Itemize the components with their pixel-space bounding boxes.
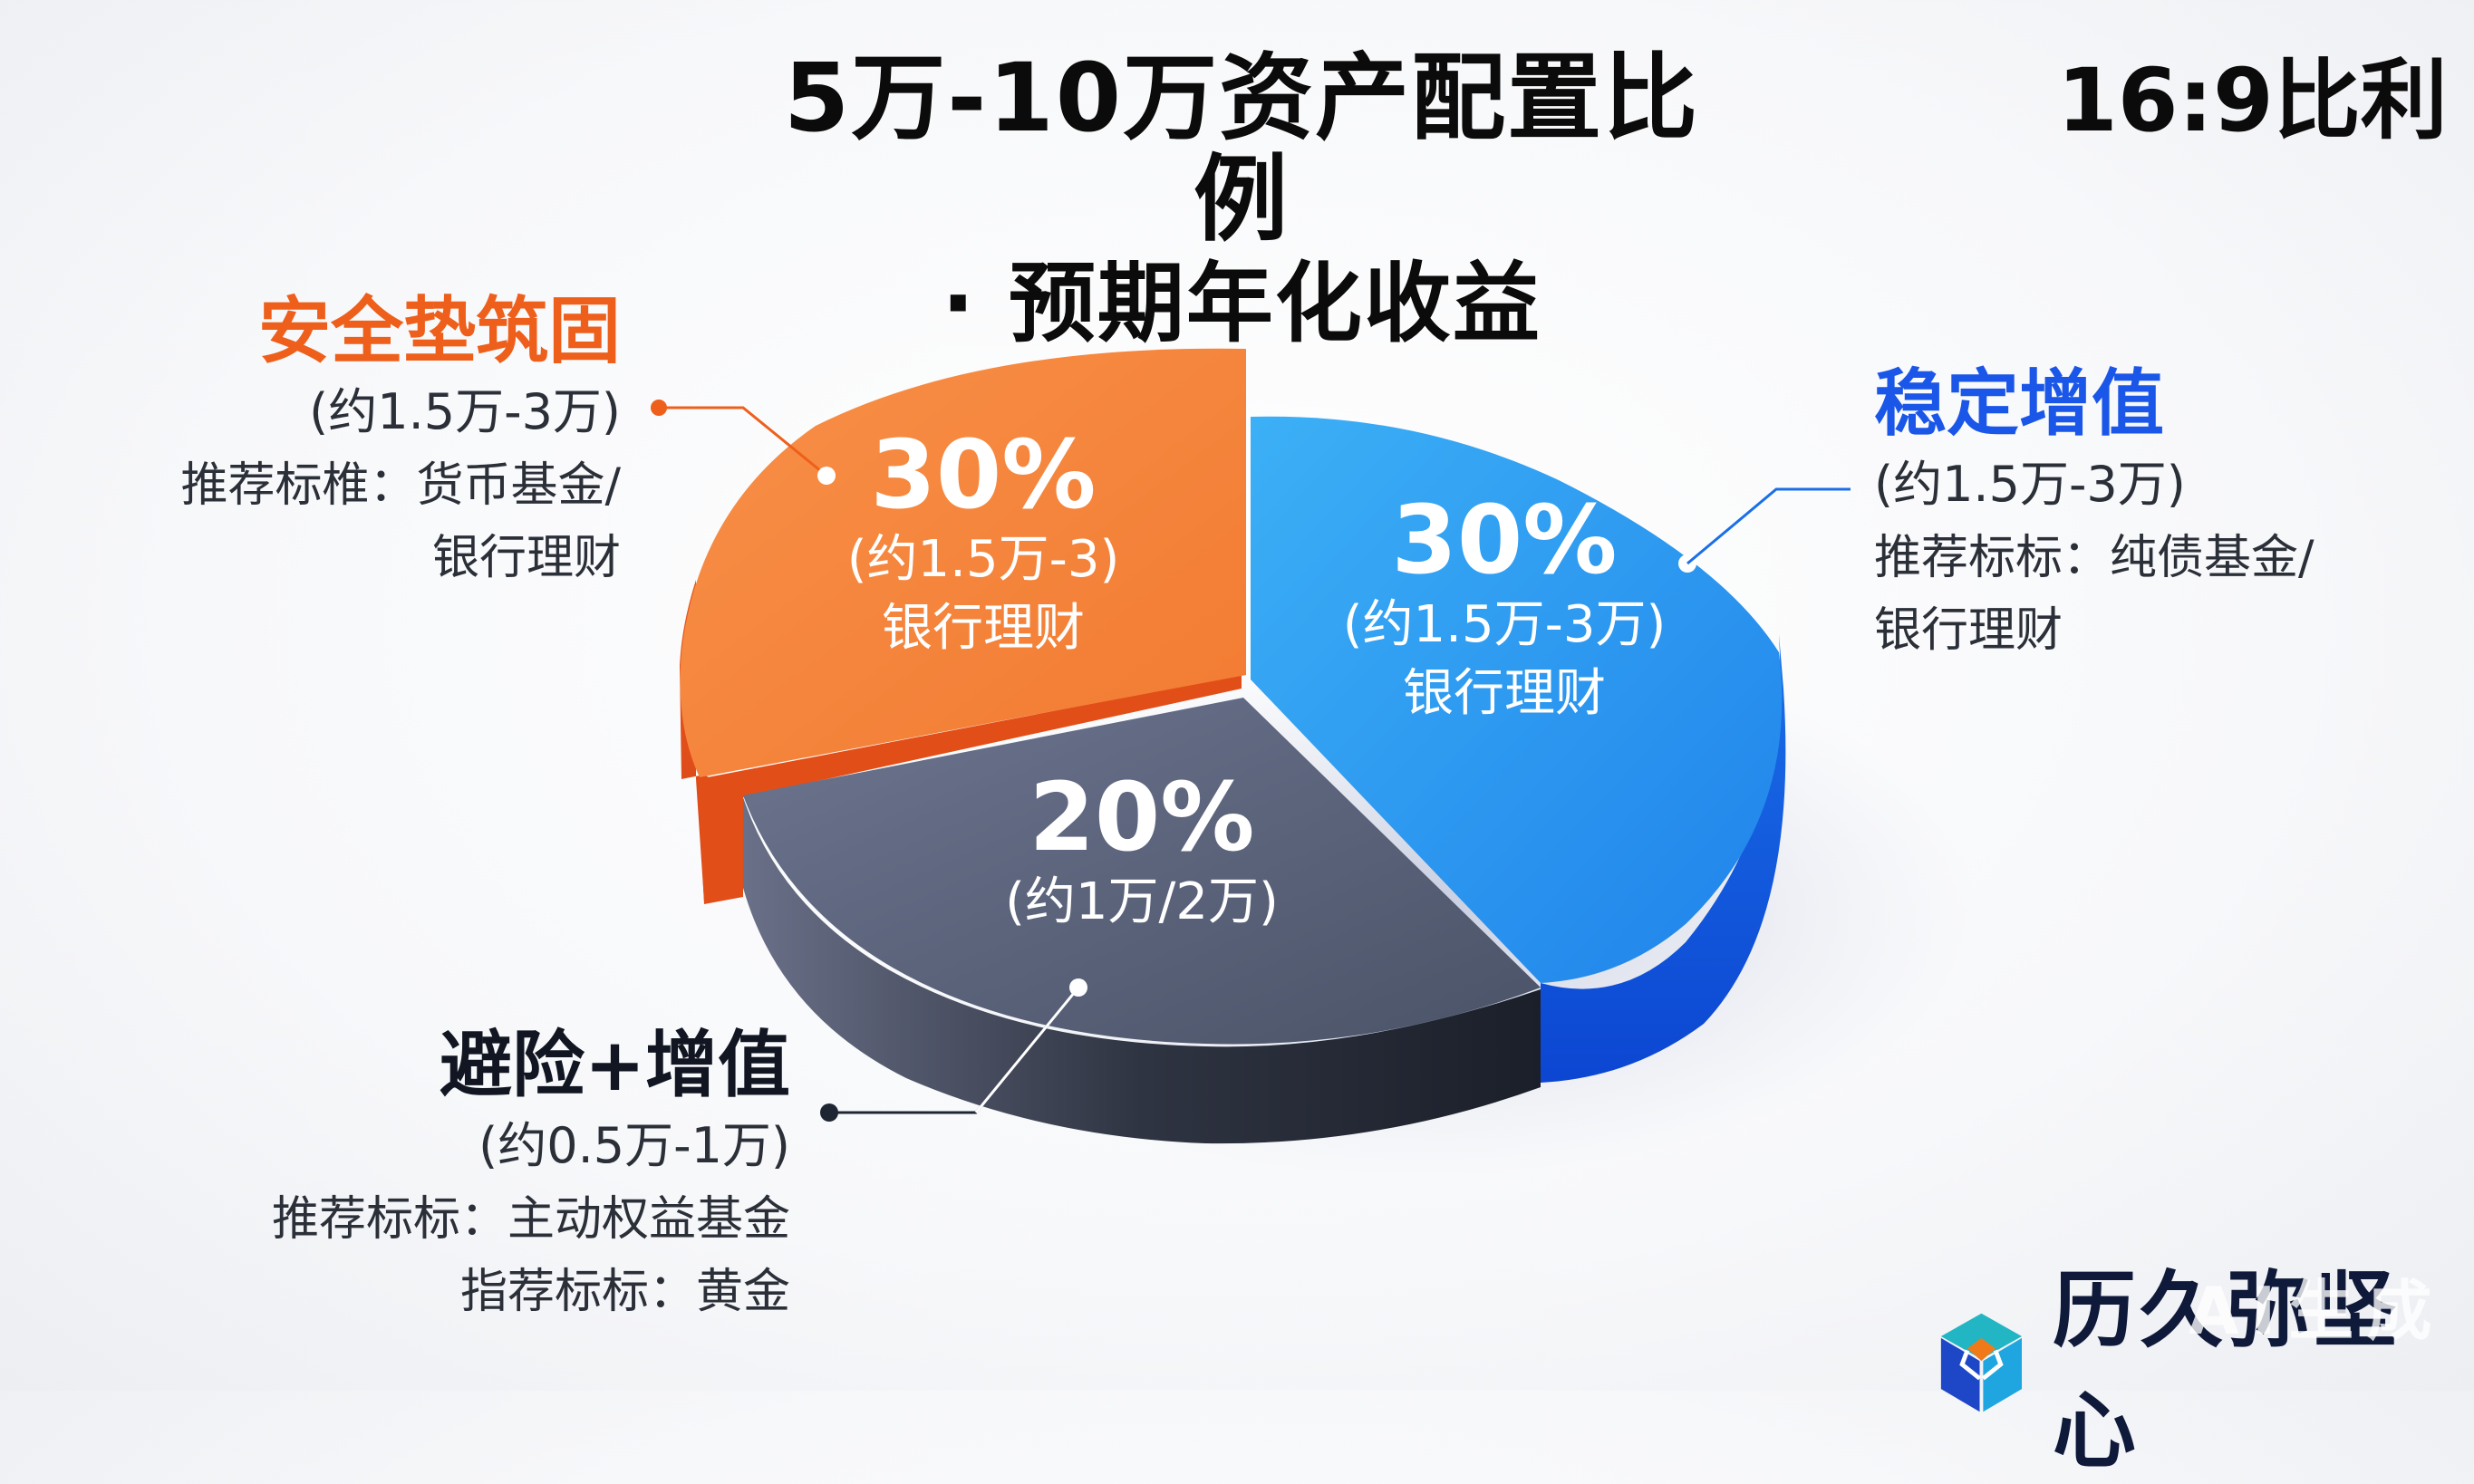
hedge-recommend-2: 指荐标标：黄金 xyxy=(459,1265,790,1319)
orange-leader-line xyxy=(651,400,836,485)
stable-callout: 稳定增值 (约1.5万-3万) 推荐标标：纯债基金/ 银行理财 xyxy=(1874,361,2436,667)
dark-slice xyxy=(743,698,1541,1045)
title-line-2: · 预期年化收益 xyxy=(942,253,1541,354)
dark-slice-percent: 20% xyxy=(1029,762,1255,872)
hexagon-cube-logo-icon xyxy=(1940,1313,2023,1412)
stable-range: (约1.5万-3万) xyxy=(1874,456,2186,513)
orange-slice xyxy=(680,348,1246,777)
dark-slice-side xyxy=(743,797,1541,1144)
brand-name: 历久弥坚心 AI生成 xyxy=(2053,1243,2474,1484)
orange-slice-percent: 30% xyxy=(870,419,1097,530)
brand-logo: 历久弥坚心 AI生成 xyxy=(1938,1243,2474,1484)
orange-slice-note: 银行理财 xyxy=(882,599,1085,658)
safety-recommend-2: 银行理财 xyxy=(431,531,621,585)
blue-slice-label: 30% (约1.5万-3万) 银行理财 xyxy=(1305,489,1704,728)
pie-chart xyxy=(651,348,1976,1178)
blue-slice-note: 银行理财 xyxy=(1403,664,1606,723)
safety-recommend-1: 推荐标椎：货币基金/ xyxy=(180,458,621,513)
hedge-recommend-1: 推荐标标：主动权益基金 xyxy=(271,1192,790,1247)
watermark: AI生成 xyxy=(2188,1273,2445,1349)
page-title: 5万-10万资产配置比例 · 预期年化收益 xyxy=(779,47,1704,357)
blue-slice xyxy=(1251,416,1783,983)
dark-leader-line xyxy=(820,978,1087,1122)
safety-range: (约1.5万-3万) xyxy=(309,383,621,440)
dark-slice-label: 20% (约1万/2万) xyxy=(942,766,1341,937)
stable-recommend-1: 推荐标标：纯债基金/ xyxy=(1874,531,2315,585)
safety-callout: 安全垫筑固 (约1.5万-3万) 推荐标椎：货币基金/ 银行理财 xyxy=(91,288,621,594)
stable-heading: 稳定增值 xyxy=(1874,361,2164,446)
orange-slice-amount: (约1.5万-3) xyxy=(846,530,1120,589)
orange-slice-label: 30% (约1.5万-3) 银行理财 xyxy=(797,424,1169,663)
stable-recommend-2: 银行理财 xyxy=(1874,603,2063,658)
blue-slice-amount: (约1.5万-3万) xyxy=(1342,595,1667,654)
ratio-label: 16:9比利 xyxy=(2057,50,2448,151)
hedge-callout: 避险+增值 (约0.5万-1万) 推荐标标：主动权益基金 指荐标标：黄金 xyxy=(145,1022,790,1328)
blue-slice-side xyxy=(1541,634,1786,1083)
blue-slice-percent: 30% xyxy=(1391,485,1618,595)
title-line-1: 5万-10万资产配置比例 xyxy=(783,43,1700,255)
dark-slice-amount: (约1万/2万) xyxy=(1005,872,1279,931)
hedge-range: (约0.5万-1万) xyxy=(478,1117,790,1174)
blue-leader-line xyxy=(1678,487,1851,573)
hedge-heading: 避险+增值 xyxy=(439,1023,790,1107)
safety-heading: 安全垫筑固 xyxy=(258,289,621,373)
